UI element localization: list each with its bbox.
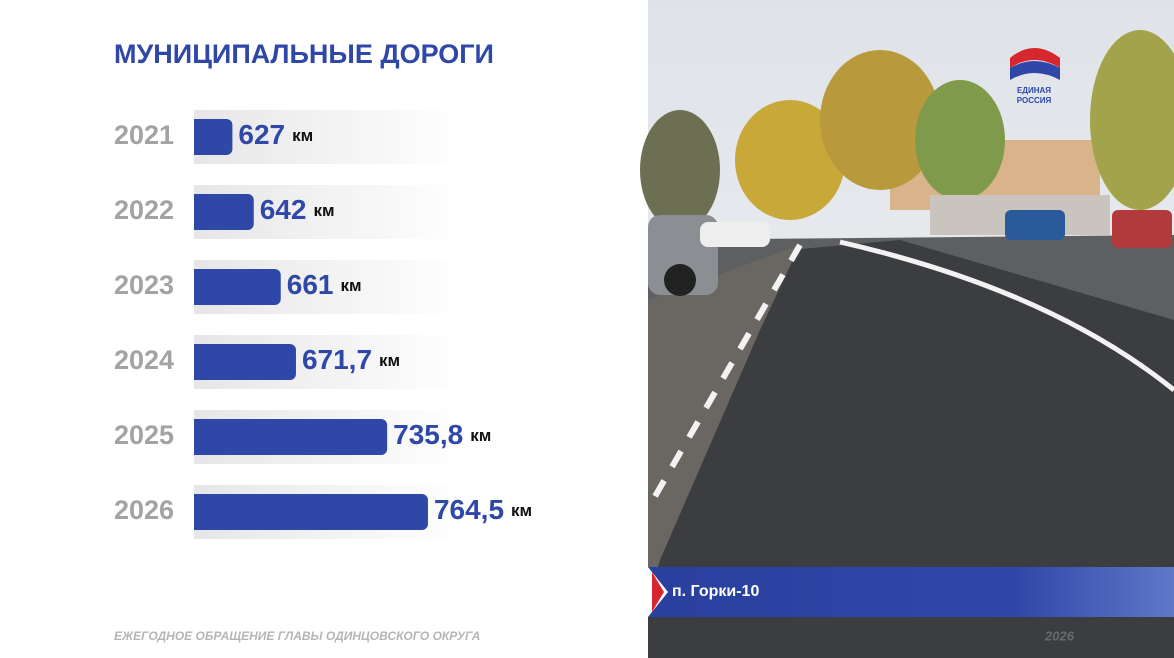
year-label: 2026 [114, 495, 174, 525]
background [0, 0, 648, 658]
bar [194, 119, 233, 155]
photo-year: 2026 [1044, 628, 1075, 643]
title: МУНИЦИПАЛЬНЫЕ ДОРОГИ [114, 39, 494, 69]
logo-text: ЕДИНАЯ [1017, 86, 1051, 95]
logo: ЕДИНАЯ РОССИЯ [1010, 48, 1060, 105]
value-label: 661 км [287, 269, 362, 300]
photo [640, 0, 1174, 658]
year-label: 2024 [114, 345, 174, 375]
bar [194, 344, 296, 380]
value-label: 627 км [238, 119, 313, 150]
value-unit: км [470, 426, 491, 445]
bar [194, 194, 254, 230]
bar [193, 419, 388, 455]
value-label: 764,5 км [434, 494, 532, 525]
value-label: 671,7 км [302, 344, 400, 375]
year-label: 2025 [114, 420, 174, 450]
value-label: 642 км [260, 194, 335, 225]
value-number: 642 [260, 194, 307, 225]
year-label: 2023 [114, 270, 174, 300]
logo-text: РОССИЯ [1017, 96, 1052, 105]
value-number: 671,7 [302, 344, 372, 375]
value-unit: км [379, 351, 400, 370]
bar [194, 269, 281, 305]
value-number: 627 [238, 119, 285, 150]
bar [194, 494, 428, 530]
value-unit: км [511, 501, 532, 520]
value-unit: км [292, 126, 313, 145]
year-label: 2021 [114, 120, 174, 150]
year-label: 2022 [114, 195, 174, 225]
photo-caption: п. Горки-10 [672, 583, 759, 600]
value-number: 661 [287, 269, 334, 300]
footer: ЕЖЕГОДНОЕ ОБРАЩЕНИЕ ГЛАВЫ ОДИНЦОВСКОГО О… [114, 629, 480, 643]
value-number: 735,8 [393, 419, 463, 450]
value-unit: км [340, 276, 361, 295]
value-label: 735,8 км [393, 419, 491, 450]
bar-track [194, 110, 464, 164]
value-unit: км [313, 201, 334, 220]
value-number: 764,5 [434, 494, 504, 525]
